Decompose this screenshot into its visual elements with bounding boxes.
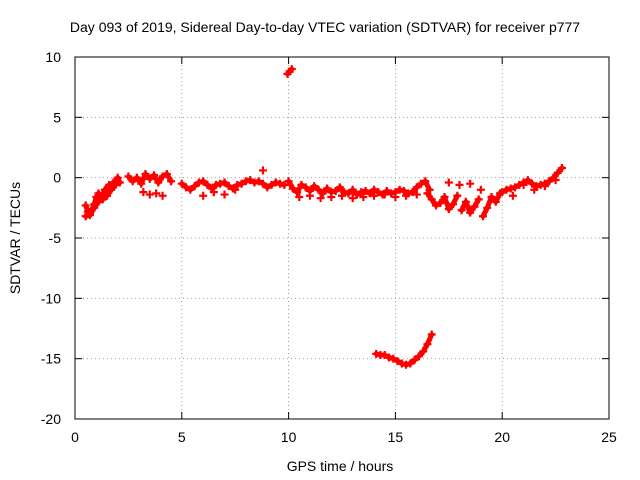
data-point <box>220 190 229 199</box>
y-tick-label: -10 <box>41 290 61 306</box>
data-point <box>551 176 560 185</box>
data-point <box>380 190 389 199</box>
data-point <box>359 192 368 201</box>
data-point <box>139 188 148 197</box>
data-point <box>111 179 120 188</box>
data-point <box>305 191 314 200</box>
data-point <box>474 195 483 204</box>
y-tick-label: 10 <box>45 49 61 65</box>
data-point <box>466 179 475 188</box>
x-tick-label: 5 <box>178 429 186 445</box>
data-point <box>158 191 167 200</box>
data-point <box>287 65 296 74</box>
y-tick-label: -20 <box>41 411 61 427</box>
y-tick-label: -15 <box>41 351 61 367</box>
x-tick-label: 15 <box>388 429 404 445</box>
data-point <box>427 330 436 339</box>
x-tick-label: 10 <box>281 429 297 445</box>
data-point <box>152 189 161 198</box>
data-point <box>540 182 549 191</box>
data-point <box>348 194 357 203</box>
data-point <box>558 164 567 173</box>
data-point <box>508 191 517 200</box>
axis-tick-labels: 0 5 10 15 20 25 10 5 0 -5 -10 -15 -20 <box>41 49 617 445</box>
data-point <box>145 190 154 199</box>
axis-ticks <box>74 56 610 420</box>
data-point <box>455 180 464 189</box>
data-point <box>530 185 539 194</box>
data-point <box>280 180 289 189</box>
data-point <box>258 166 267 175</box>
y-tick-label: 5 <box>53 109 61 125</box>
data-point <box>209 188 218 197</box>
data-point <box>338 191 346 200</box>
data-point <box>519 180 528 189</box>
data-point <box>327 192 336 201</box>
data-point <box>231 185 240 194</box>
x-tick-label: 0 <box>71 429 79 445</box>
data-point <box>453 191 462 200</box>
y-axis-label: SDTVAR / TECUs <box>7 182 23 294</box>
grid-lines <box>75 57 609 419</box>
x-axis-label: GPS time / hours <box>287 458 394 474</box>
data-point <box>199 191 208 200</box>
data-point <box>295 192 304 201</box>
y-tick-label: -5 <box>49 230 62 246</box>
data-points <box>81 65 567 369</box>
data-point <box>444 178 453 187</box>
y-tick-label: 0 <box>53 170 61 186</box>
data-point <box>316 194 325 203</box>
x-tick-label: 20 <box>494 429 510 445</box>
x-tick-label: 25 <box>601 429 617 445</box>
data-point <box>402 191 411 200</box>
data-point <box>391 192 400 201</box>
data-point <box>412 190 421 199</box>
data-point <box>476 185 485 194</box>
data-point <box>370 191 379 200</box>
chart-title: Day 093 of 2019, Sidereal Day-to-day VTE… <box>70 19 580 35</box>
data-point <box>167 177 176 186</box>
